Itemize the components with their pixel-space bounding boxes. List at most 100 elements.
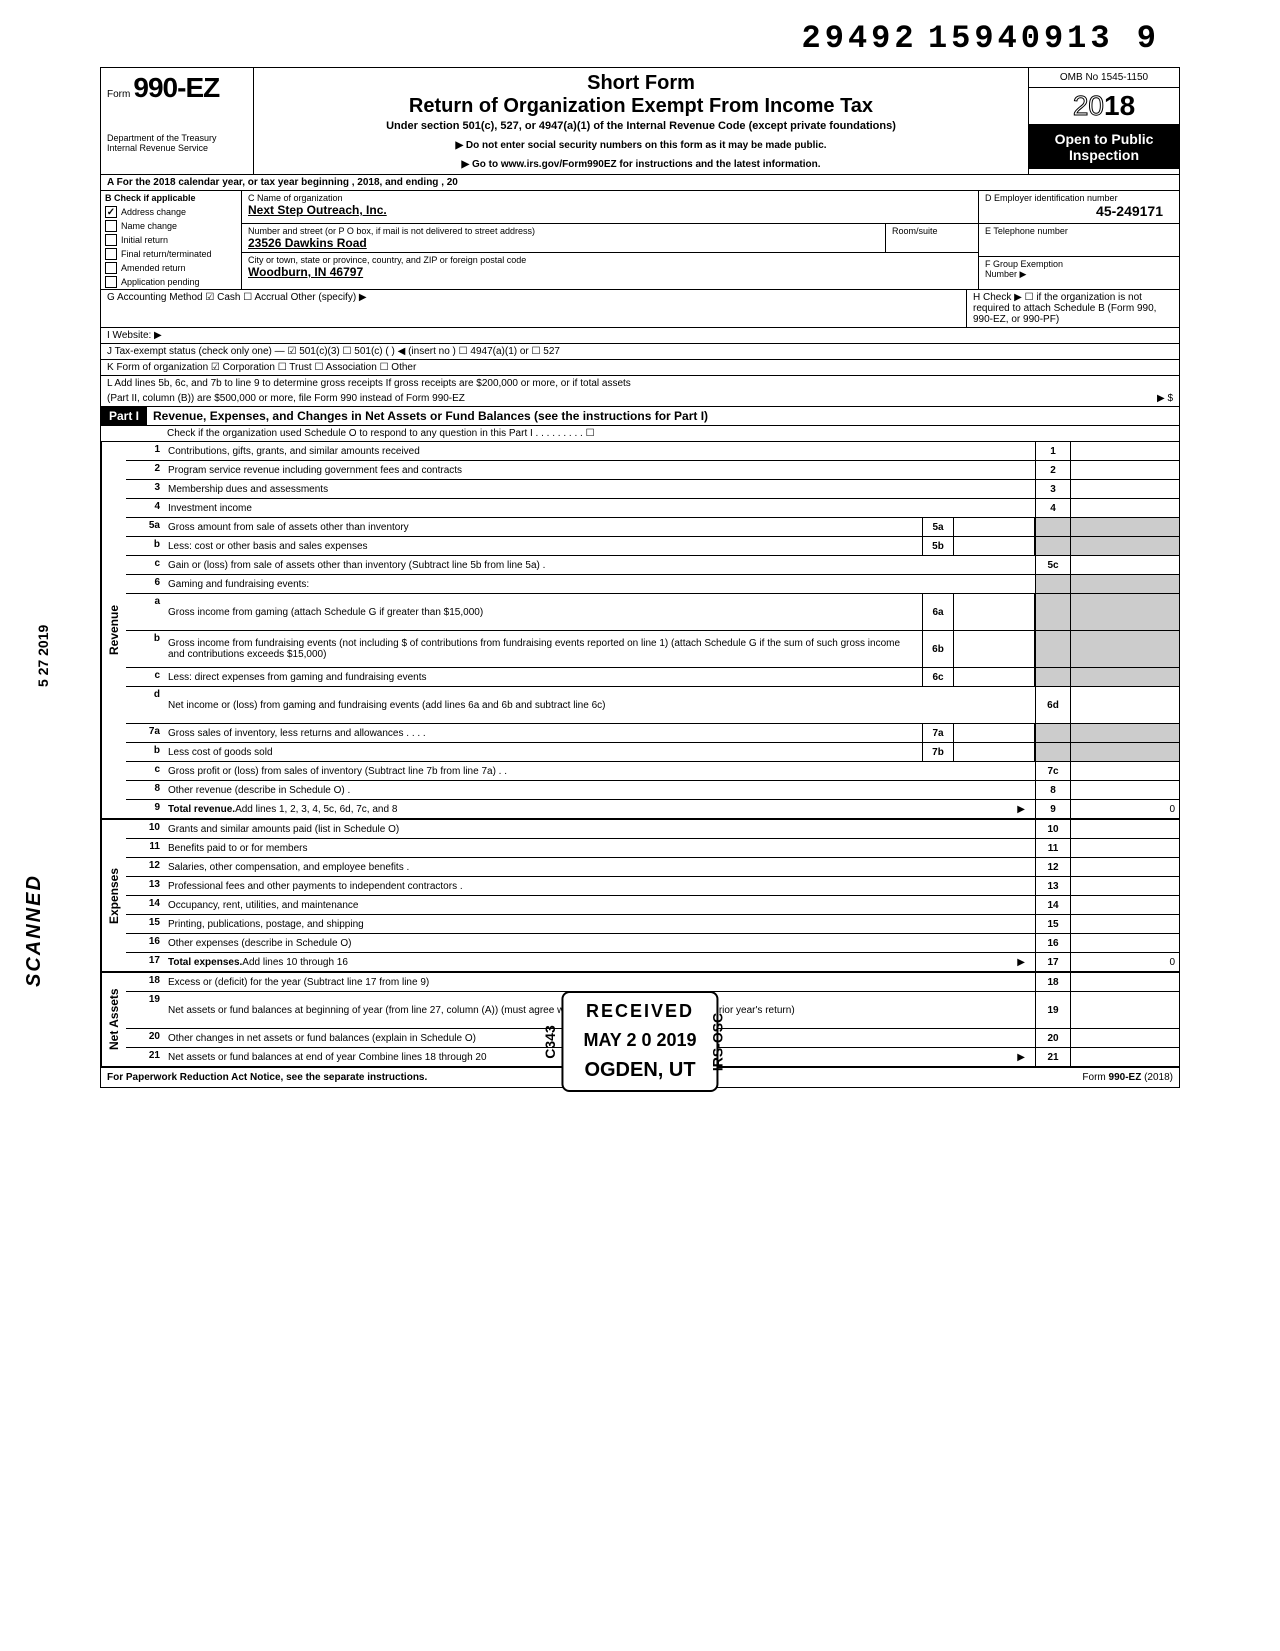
mid-box-val	[954, 518, 1035, 536]
line-description: Excess or (deficit) for the year (Subtra…	[164, 973, 1035, 991]
table-body: 1Contributions, gifts, grants, and simil…	[126, 442, 1179, 818]
checkbox-icon[interactable]	[105, 220, 117, 232]
side-label: Revenue	[101, 442, 126, 818]
right-box-val	[1071, 668, 1179, 686]
table-row: 4Investment income4	[126, 499, 1179, 518]
checkbox-icon[interactable]	[105, 262, 117, 274]
year-bold: 18	[1104, 90, 1135, 121]
line-description: Gross income from gaming (attach Schedul…	[164, 594, 922, 630]
mid-box-val	[954, 743, 1035, 761]
right-box-val	[1071, 992, 1179, 1028]
table-row: aGross income from gaming (attach Schedu…	[126, 594, 1179, 631]
tax-year: 2018	[1029, 88, 1179, 125]
right-box-val	[1071, 442, 1179, 460]
line-description: Gross income from fundraising events (no…	[164, 631, 922, 667]
mid-box-val	[954, 537, 1035, 555]
line-number: 18	[126, 973, 164, 991]
line-l-arrow: ▶ $	[1157, 393, 1173, 404]
line-number: 5a	[126, 518, 164, 536]
right-box-num	[1035, 594, 1071, 630]
line-description: Less: cost or other basis and sales expe…	[164, 537, 922, 555]
right-box-val	[1071, 762, 1179, 780]
line-number: a	[126, 594, 164, 630]
form-ref: Form 990-EZ (2018)	[1082, 1072, 1173, 1083]
right-box-num	[1035, 575, 1071, 593]
header-right: OMB No 1545-1150 2018 Open to Public Ins…	[1028, 68, 1179, 174]
line-h-schedule-b: H Check ▶ ☐ if the organization is not r…	[967, 290, 1179, 327]
line-number: 2	[126, 461, 164, 479]
group-exemption-number: Number ▶	[985, 269, 1173, 280]
right-box-num: 7c	[1035, 762, 1071, 780]
omb-number: OMB No 1545-1150	[1029, 68, 1179, 88]
received-title: RECEIVED	[583, 1001, 696, 1022]
right-box-num: 1	[1035, 442, 1071, 460]
right-box-num: 4	[1035, 499, 1071, 517]
table-row: 16Other expenses (describe in Schedule O…	[126, 934, 1179, 953]
section-revenue: Revenue1Contributions, gifts, grants, an…	[101, 442, 1179, 820]
line-number: 20	[126, 1029, 164, 1047]
line-number: 4	[126, 499, 164, 517]
checkbox-row[interactable]: Name change	[101, 219, 241, 233]
line-i-website: I Website: ▶	[101, 328, 1179, 344]
checkbox-row[interactable]: Final return/terminated	[101, 247, 241, 261]
mid-box-val	[954, 594, 1035, 630]
line-description: Printing, publications, postage, and shi…	[164, 915, 1035, 933]
line-number: 10	[126, 820, 164, 838]
right-box-num: 20	[1035, 1029, 1071, 1047]
department-label: Department of the Treasury Internal Reve…	[107, 134, 247, 154]
line-description: Occupancy, rent, utilities, and maintena…	[164, 896, 1035, 914]
right-box-num	[1035, 631, 1071, 667]
right-box-val	[1071, 556, 1179, 574]
table-row: cGross profit or (loss) from sales of in…	[126, 762, 1179, 781]
line-number: 16	[126, 934, 164, 952]
city-label: City or town, state or province, country…	[248, 255, 972, 265]
checkbox-row[interactable]: Initial return	[101, 233, 241, 247]
right-box-val	[1071, 877, 1179, 895]
line-description: Gaming and fundraising events:	[164, 575, 1035, 593]
address-cell: Number and street (or P O box, if mail i…	[242, 224, 886, 252]
row-a-calendar-year: A For the 2018 calendar year, or tax yea…	[101, 175, 1179, 191]
year-outline: 20	[1073, 90, 1104, 121]
right-box-num	[1035, 743, 1071, 761]
table-row: 13Professional fees and other payments t…	[126, 877, 1179, 896]
checkbox-icon[interactable]	[105, 234, 117, 246]
form-number: 990-EZ	[133, 72, 219, 103]
right-box-val	[1071, 687, 1179, 723]
table-row: 6Gaming and fundraising events:	[126, 575, 1179, 594]
part-1-header-row: Part I Revenue, Expenses, and Changes in…	[101, 407, 1179, 426]
column-b-checkboxes: B Check if applicable ✓Address changeNam…	[101, 191, 242, 289]
line-l-2-text: (Part II, column (B)) are $500,000 or mo…	[107, 393, 1151, 404]
line-number: d	[126, 687, 164, 723]
table-row: 9Total revenue. Add lines 1, 2, 3, 4, 5c…	[126, 800, 1179, 818]
subtitle: Under section 501(c), 527, or 4947(a)(1)…	[264, 120, 1018, 132]
line-number: b	[126, 631, 164, 667]
line-number: 1	[126, 442, 164, 460]
document-id: 29492 15940913 9	[40, 20, 1240, 57]
mid-box-num: 6c	[922, 668, 954, 686]
checkbox-icon[interactable]	[105, 276, 117, 288]
telephone-cell: E Telephone number	[979, 224, 1179, 257]
line-description: Investment income	[164, 499, 1035, 517]
right-box-val	[1071, 896, 1179, 914]
checkbox-row[interactable]: Amended return	[101, 261, 241, 275]
table-row: 8Other revenue (describe in Schedule O) …	[126, 781, 1179, 800]
right-box-val	[1071, 575, 1179, 593]
table-row: cGain or (loss) from sale of assets othe…	[126, 556, 1179, 575]
right-box-val	[1071, 973, 1179, 991]
line-description: Net income or (loss) from gaming and fun…	[164, 687, 1035, 723]
checkbox-icon[interactable]: ✓	[105, 206, 117, 218]
table-row: 12Salaries, other compensation, and empl…	[126, 858, 1179, 877]
table-row: 7aGross sales of inventory, less returns…	[126, 724, 1179, 743]
right-box-val	[1071, 743, 1179, 761]
ein-value: 45-249171	[985, 203, 1173, 219]
checkbox-icon[interactable]	[105, 248, 117, 260]
received-stamp: C343 IRS-OSC RECEIVED MAY 2 0 2019 OGDEN…	[561, 991, 718, 1092]
mid-box-num: 7b	[922, 743, 954, 761]
checkbox-row[interactable]: Application pending	[101, 275, 241, 289]
city-value: Woodburn, IN 46797	[248, 265, 972, 279]
line-description: Other expenses (describe in Schedule O)	[164, 934, 1035, 952]
checkbox-row[interactable]: ✓Address change	[101, 205, 241, 219]
right-box-val	[1071, 461, 1179, 479]
right-box-num: 10	[1035, 820, 1071, 838]
form-prefix: Form	[107, 89, 130, 100]
